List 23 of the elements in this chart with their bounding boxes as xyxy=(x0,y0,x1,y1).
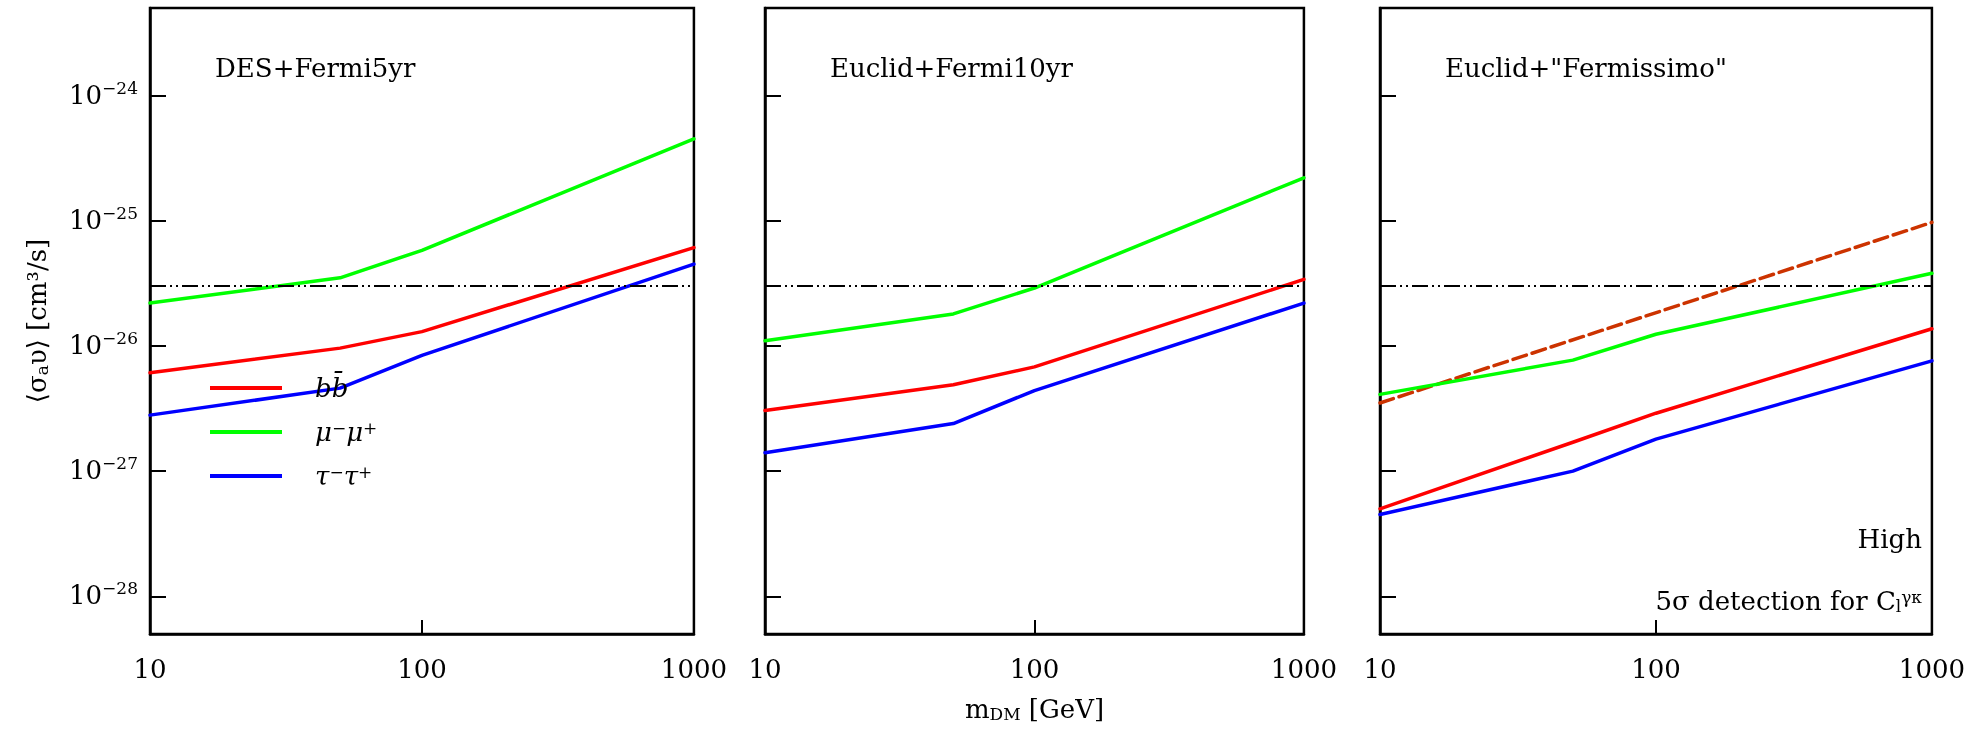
legend-label: μ−μ+ xyxy=(315,417,378,447)
y-tick-label: 10$^{−26}$ xyxy=(69,327,138,362)
x-tick-label: 1000 xyxy=(660,654,727,684)
y-tick-label: 10$^{−27}$ xyxy=(69,453,138,487)
x-tick-label: 10 xyxy=(1363,654,1397,684)
text: Euclid+Fermi10yr xyxy=(830,53,1074,83)
x-tick-label: 10 xyxy=(133,654,167,684)
x-tick-label: 1000 xyxy=(1270,654,1337,684)
legend-label: τ−τ+ xyxy=(315,461,373,491)
y-tick-label: 10$^{−24}$ xyxy=(69,77,138,112)
y-tick-label: 10$^{−25}$ xyxy=(69,202,138,237)
x-tick-label: 100 xyxy=(397,654,447,684)
x-tick-label: 100 xyxy=(1631,654,1681,684)
annotation: High xyxy=(1857,524,1923,554)
y-tick-label: 10$^{−28}$ xyxy=(69,578,138,612)
y-axis-title: ⟨σaυ⟩ [cm³/s] xyxy=(22,238,52,404)
text: DES+Fermi5yr xyxy=(215,53,417,83)
annotation: 5σ detection for Clγκ xyxy=(1655,586,1923,616)
text: Euclid+"Fermissimo" xyxy=(1445,53,1727,83)
x-tick-label: 10 xyxy=(748,654,782,684)
x-tick-label: 100 xyxy=(1009,654,1060,684)
x-axis-title: mDM [GeV] xyxy=(964,694,1105,724)
x-tick-label: 1000 xyxy=(1898,654,1965,684)
